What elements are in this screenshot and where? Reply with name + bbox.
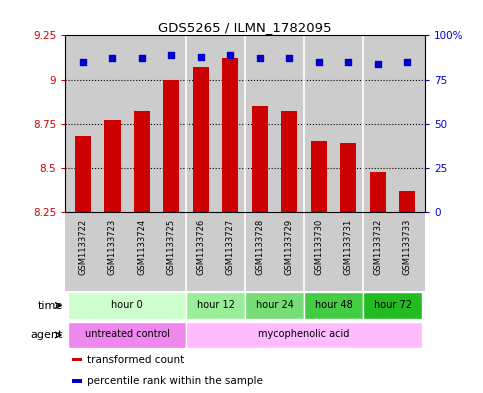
Text: GSM1133730: GSM1133730 — [314, 219, 323, 275]
Bar — [193, 67, 209, 212]
Bar — [68, 292, 186, 319]
Text: GSM1133727: GSM1133727 — [226, 219, 235, 275]
Bar — [75, 136, 91, 212]
Point — [109, 55, 116, 61]
Text: GSM1133733: GSM1133733 — [403, 219, 412, 275]
Bar — [370, 171, 386, 212]
Text: GSM1133725: GSM1133725 — [167, 219, 176, 275]
Bar — [163, 79, 180, 212]
Point — [168, 51, 175, 58]
Text: GSM1133724: GSM1133724 — [137, 219, 146, 275]
Point — [285, 55, 293, 61]
Bar — [340, 143, 356, 212]
Text: GSM1133732: GSM1133732 — [373, 219, 383, 275]
Text: hour 72: hour 72 — [373, 300, 412, 310]
Bar — [134, 111, 150, 212]
Point — [374, 61, 382, 67]
Bar — [72, 380, 83, 383]
Bar — [104, 120, 120, 212]
Bar — [186, 292, 245, 319]
Bar — [252, 106, 268, 212]
Text: transformed count: transformed count — [87, 354, 184, 365]
Bar — [68, 322, 186, 348]
Point — [315, 59, 323, 65]
Bar — [186, 322, 422, 348]
Point — [79, 59, 87, 65]
Text: hour 0: hour 0 — [111, 300, 143, 310]
Text: GSM1133723: GSM1133723 — [108, 219, 117, 275]
Text: percentile rank within the sample: percentile rank within the sample — [87, 376, 263, 386]
Text: GSM1133731: GSM1133731 — [344, 219, 353, 275]
Text: hour 48: hour 48 — [315, 300, 353, 310]
Text: mycophenolic acid: mycophenolic acid — [258, 329, 350, 340]
Text: GSM1133726: GSM1133726 — [197, 219, 205, 275]
Point — [227, 51, 234, 58]
Text: GSM1133728: GSM1133728 — [256, 219, 264, 275]
Bar — [245, 292, 304, 319]
Text: hour 12: hour 12 — [197, 300, 235, 310]
Bar — [304, 292, 363, 319]
Text: GSM1133722: GSM1133722 — [78, 219, 87, 275]
Point — [197, 53, 205, 60]
Text: agent: agent — [30, 330, 63, 340]
Text: GSM1133729: GSM1133729 — [285, 219, 294, 275]
Bar — [222, 59, 239, 212]
Point — [344, 59, 352, 65]
Bar — [72, 358, 83, 361]
Point — [403, 59, 411, 65]
Title: GDS5265 / ILMN_1782095: GDS5265 / ILMN_1782095 — [158, 21, 332, 34]
Text: time: time — [38, 301, 63, 310]
Bar — [311, 141, 327, 212]
Text: untreated control: untreated control — [85, 329, 170, 340]
Point — [256, 55, 264, 61]
Point — [138, 55, 146, 61]
Bar — [281, 111, 298, 212]
Bar — [363, 292, 422, 319]
Bar — [399, 191, 415, 212]
Text: hour 24: hour 24 — [256, 300, 294, 310]
